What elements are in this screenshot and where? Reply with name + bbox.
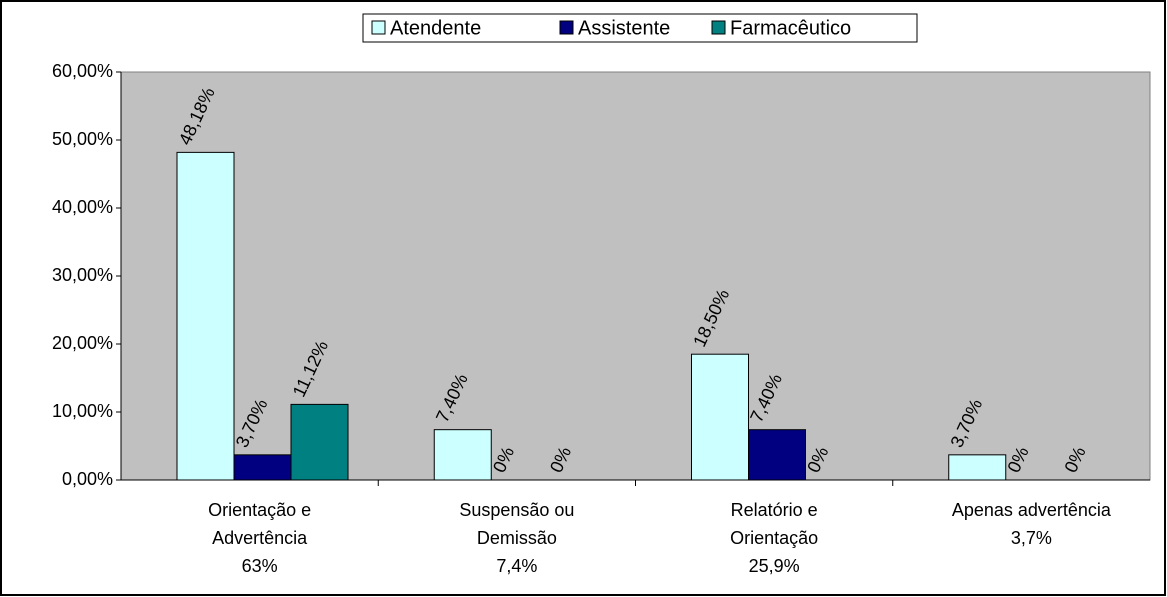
bar (948, 454, 1007, 481)
y-tick-label: 40,00% (52, 197, 113, 217)
bar (290, 403, 349, 481)
x-tick-label: Advertência (212, 528, 308, 548)
y-tick-label: 10,00% (52, 401, 113, 421)
legend-label: Atendente (390, 17, 481, 39)
x-tick-label: Demissão (477, 528, 557, 548)
legend-label: Assistente (578, 17, 670, 39)
x-tick-label: Orientação e (208, 500, 311, 520)
legend-swatch (371, 20, 386, 35)
legend-box (362, 13, 918, 43)
y-tick-label: 0,00% (62, 469, 113, 489)
y-tick-label: 20,00% (52, 333, 113, 353)
legend-swatch (559, 20, 574, 35)
legend-label: Farmacêutico (730, 17, 851, 39)
x-tick-label: 63% (242, 556, 278, 576)
y-tick-label: 50,00% (52, 129, 113, 149)
bar (433, 429, 492, 481)
bar (748, 429, 806, 481)
y-tick-label: 60,00% (52, 61, 113, 81)
legend-swatch (711, 20, 726, 35)
x-tick-label: 25,9% (749, 556, 800, 576)
y-tick-label: 30,00% (52, 265, 113, 285)
bar (691, 353, 749, 481)
x-tick-label: 7,4% (496, 556, 537, 576)
x-tick-label: Orientação (730, 528, 818, 548)
x-tick-label: Relatório e (731, 500, 818, 520)
plot-area (120, 71, 1151, 481)
x-tick-label: Apenas advertência (952, 500, 1112, 520)
bar (176, 151, 235, 481)
x-tick-label: 3,7% (1011, 528, 1052, 548)
x-tick-label: Suspensão ou (459, 500, 574, 520)
bar (233, 454, 292, 481)
